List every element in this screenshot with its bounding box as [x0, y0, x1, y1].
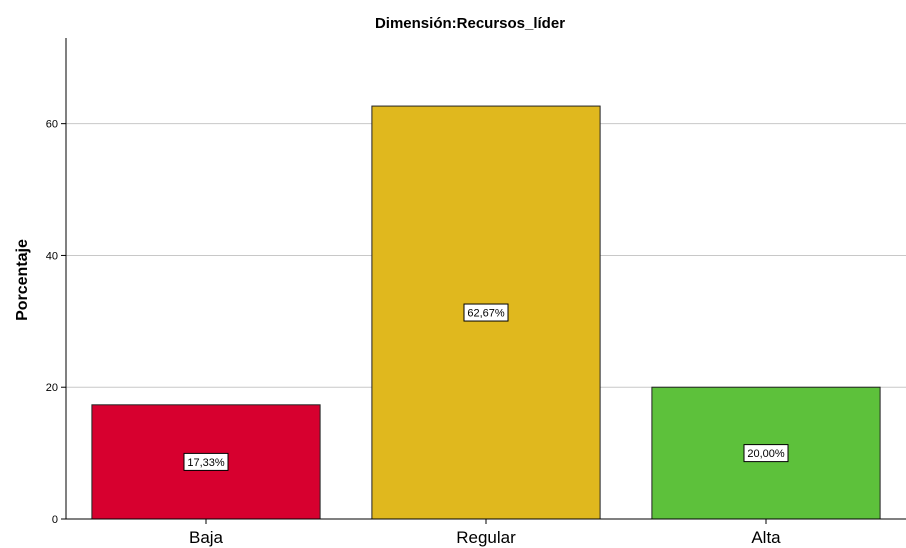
chart-title: Dimensión:Recursos_líder	[375, 15, 565, 32]
x-tick-label: Baja	[189, 528, 224, 547]
data-label-box	[463, 303, 509, 322]
data-label: 62,67%	[467, 308, 505, 320]
y-tick-label: 60	[46, 119, 58, 131]
x-tick-label: Alta	[751, 528, 781, 547]
data-label: 17,33%	[187, 457, 225, 469]
data-label-box	[183, 452, 229, 471]
y-tick-label: 20	[46, 382, 58, 394]
y-tick-label: 0	[52, 514, 58, 526]
data-label-box	[743, 444, 789, 463]
y-axis-label: Porcentaje	[14, 239, 31, 321]
x-tick-label: Regular	[456, 528, 516, 547]
axes: 0 20 40 60 Baja Regular Alta	[46, 38, 906, 547]
data-labels: 17,33% 62,67% 20,00%	[183, 303, 789, 471]
data-label: 20,00%	[747, 448, 785, 460]
y-tick-label: 40	[46, 250, 58, 262]
